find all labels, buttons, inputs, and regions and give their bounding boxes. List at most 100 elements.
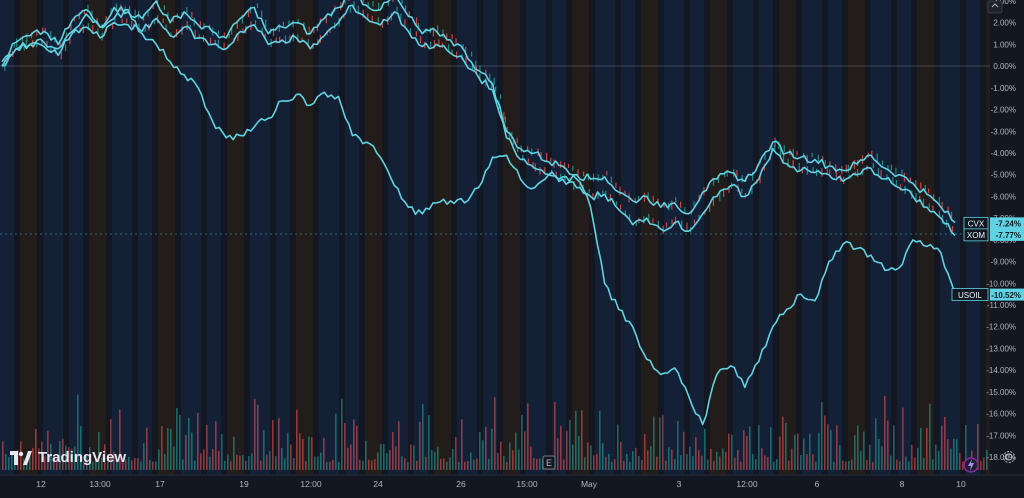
candle — [495, 86, 497, 92]
candle — [73, 16, 76, 22]
y-tick-label: -9.00% — [991, 258, 1016, 267]
price-axis[interactable]: 3.00% 2.00% 1.00% 0.00% -1.00% -2.00% -3.00% -4… — [986, 0, 1024, 493]
candle — [563, 162, 566, 169]
series-tag-usoil[interactable]: USOIL -10.52% — [951, 288, 1024, 301]
candle — [652, 195, 654, 203]
volume-bar — [707, 459, 709, 470]
session-band — [365, 0, 382, 475]
series-line-cvx[interactable] — [1, 0, 956, 224]
volume-bar — [500, 441, 502, 470]
candle — [606, 171, 608, 176]
candle — [32, 39, 34, 49]
volume-bar — [884, 395, 886, 470]
candle — [42, 27, 44, 34]
candle — [83, 9, 86, 15]
volume-bar — [152, 461, 154, 470]
session-band — [690, 0, 704, 475]
candle — [824, 160, 826, 165]
volume-bar — [95, 459, 97, 470]
candle — [432, 28, 434, 37]
volume-bar — [113, 451, 115, 470]
volume-bar — [398, 421, 400, 470]
candle — [23, 43, 25, 51]
volume-bar — [83, 461, 85, 470]
volume-bar — [713, 461, 715, 470]
volume-bar — [605, 456, 607, 470]
volume-bar — [764, 455, 766, 470]
candle — [726, 171, 728, 177]
candle — [401, 0, 403, 4]
volume-bar — [581, 410, 583, 470]
candle — [489, 73, 491, 82]
volume-bar — [89, 447, 91, 470]
candle — [408, 11, 410, 18]
volume-bar — [443, 458, 445, 470]
candle — [203, 23, 205, 30]
candle — [217, 30, 220, 35]
volume-bar — [608, 453, 610, 470]
time-axis[interactable]: 12 13:00 17 19 12:00 24 26 15:00 May 3 12:00 6 8 10 — [0, 474, 1024, 493]
candle — [167, 12, 169, 19]
corner-button[interactable] — [987, 0, 1003, 14]
volume-bar — [947, 439, 949, 470]
series-tag-cvx[interactable]: CVX -7.24% — [963, 216, 1024, 230]
volume-bar — [686, 454, 688, 470]
settings-icon[interactable] — [1003, 451, 1015, 463]
volume-bar — [119, 409, 121, 470]
volume-bar — [185, 434, 187, 470]
session-band — [621, 0, 635, 475]
candle — [372, 0, 374, 7]
candle — [657, 220, 659, 229]
candle — [128, 6, 131, 11]
volume-bar — [563, 459, 565, 470]
series-tag-xom[interactable]: XOM -7.77% — [963, 228, 1024, 242]
volume-bar — [422, 404, 424, 470]
session-band — [897, 0, 911, 475]
volume-bar — [611, 461, 613, 470]
candle — [928, 203, 930, 208]
candle — [126, 18, 128, 24]
volume-bar — [533, 457, 535, 470]
volume-bar — [311, 437, 313, 470]
candle — [826, 168, 828, 174]
candle — [512, 140, 514, 146]
volume-bar — [122, 460, 124, 470]
volume-bar — [395, 446, 397, 470]
candle — [121, 18, 123, 24]
candle — [657, 198, 659, 204]
candle — [409, 28, 412, 37]
volume-bar — [284, 458, 286, 470]
session-band — [138, 0, 152, 475]
volume-bar — [908, 461, 910, 470]
volume-bar — [389, 450, 391, 470]
volume-bar — [683, 431, 685, 470]
x-tick-label: 15:00 — [516, 479, 538, 489]
y-tick-label: -4.00% — [991, 149, 1016, 158]
series-line-xom[interactable] — [1, 4, 956, 237]
candle — [901, 169, 903, 177]
volume-bar — [638, 455, 640, 470]
volume-bar — [353, 419, 355, 470]
lightning-icon[interactable] — [963, 457, 979, 473]
session-band — [848, 0, 865, 475]
volume-bar — [941, 425, 943, 470]
earnings-marker[interactable]: E — [542, 455, 556, 470]
x-tick-label: 12:00 — [736, 479, 758, 489]
candle — [675, 197, 677, 203]
series-line-usoil[interactable] — [1, 8, 956, 426]
candle — [938, 197, 940, 206]
volume-bar — [272, 420, 274, 470]
volume-bar — [299, 433, 301, 470]
volume-bar — [881, 446, 883, 470]
candle — [597, 192, 599, 199]
volume-bar — [575, 410, 577, 470]
volume-bar — [647, 450, 649, 470]
candle — [278, 23, 280, 32]
volume-bar — [155, 461, 157, 470]
volume-bar — [773, 461, 775, 470]
x-tick-label: 12:00 — [300, 479, 322, 489]
y-tick-label: -15.00% — [986, 388, 1016, 397]
y-tick-label: -12.00% — [986, 323, 1016, 332]
